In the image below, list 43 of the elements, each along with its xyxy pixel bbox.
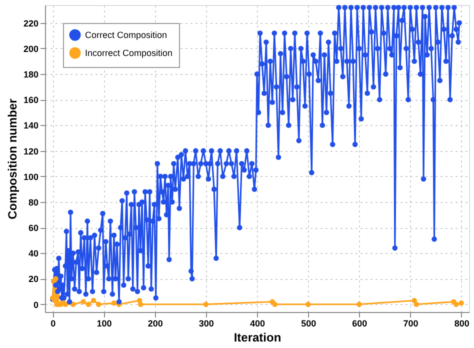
point <box>138 302 144 307</box>
point <box>55 294 60 300</box>
y-tick-label: 80 <box>28 197 38 208</box>
x-tick-label: 0 <box>50 318 56 328</box>
point <box>80 299 86 304</box>
point <box>96 302 102 307</box>
y-tick-label: 100 <box>23 172 38 182</box>
point <box>272 302 278 307</box>
point <box>454 302 459 307</box>
y-tick-label: 20 <box>28 274 38 284</box>
point <box>53 276 58 282</box>
x-tick-label: 600 <box>352 318 368 328</box>
x-tick-label: 200 <box>148 318 163 328</box>
x-tick-label: 300 <box>198 318 214 328</box>
y-tick-label: 120 <box>23 146 38 156</box>
point <box>356 302 362 307</box>
point <box>412 298 417 304</box>
y-tick-label: 220 <box>23 18 38 28</box>
x-tick-label: 800 <box>454 318 470 328</box>
x-tick-label: 400 <box>250 318 266 328</box>
x-tick-label: 700 <box>403 318 418 328</box>
legend-label: Incorrect Composition <box>85 48 173 58</box>
x-axis-title: Iteration <box>234 330 282 344</box>
point <box>70 302 76 307</box>
point <box>203 302 209 307</box>
point <box>86 302 92 307</box>
y-tick-label: 180 <box>23 70 38 80</box>
y-tick-label: 140 <box>23 120 38 131</box>
point <box>62 302 68 307</box>
x-tick-label: 100 <box>96 318 112 328</box>
point <box>414 302 420 307</box>
y-tick-label: 0 <box>33 300 38 310</box>
point <box>305 302 311 307</box>
point <box>90 298 96 304</box>
y-tick-label: 40 <box>28 248 38 259</box>
y-tick-label: 60 <box>28 223 38 234</box>
y-axis-title: Composition number <box>5 98 20 220</box>
y-tick-label: 200 <box>23 44 38 54</box>
x-tick-label: 500 <box>301 318 316 328</box>
point <box>458 300 464 306</box>
legend-label: Correct Composition <box>85 30 168 40</box>
point <box>111 300 117 306</box>
y-tick-label: 160 <box>23 95 38 106</box>
